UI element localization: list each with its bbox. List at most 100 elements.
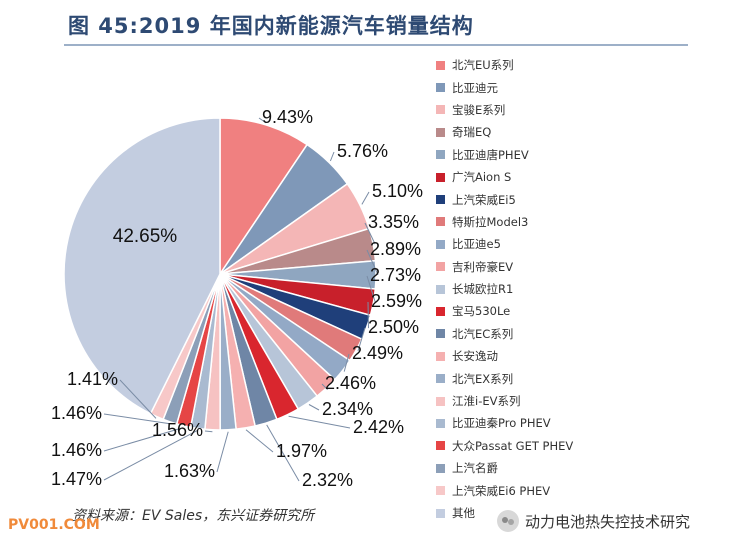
legend-item: 江淮i-EV系列 — [436, 390, 706, 412]
legend-swatch — [436, 105, 445, 115]
legend-item: 其他 — [436, 502, 706, 524]
wechat-icon — [497, 510, 519, 532]
legend-label: 上汽荣威Ei6 PHEV — [452, 483, 551, 498]
legend-item: 奇瑞EQ — [436, 121, 706, 143]
leader-line — [329, 151, 335, 162]
data-label: 1.47% — [51, 469, 102, 489]
legend-label: 宝骏E系列 — [452, 102, 506, 117]
legend-item: 比亚迪e5 — [436, 233, 706, 255]
legend-swatch — [436, 172, 445, 182]
data-label: 2.46% — [325, 373, 376, 393]
legend-label: 上汽名爵 — [452, 461, 498, 476]
data-labels: 9.43% 5.76% 5.10% 3.35% 2.89% 2.73% 2.59% 2.50%… — [51, 107, 423, 490]
legend-swatch — [436, 508, 445, 518]
legend-swatch — [436, 239, 445, 249]
leader-lines — [103, 117, 379, 482]
data-label: 2.32% — [302, 470, 353, 490]
legend-label: 上汽荣威Ei5 — [452, 192, 516, 207]
legend-swatch — [436, 195, 445, 205]
legend-item: 特斯拉Model3 — [436, 211, 706, 233]
legend-item: 比亚迪秦Pro PHEV — [436, 412, 706, 434]
leader-line — [245, 429, 274, 453]
legend-item: 宝马530Le — [436, 300, 706, 322]
data-label: 2.73% — [370, 265, 421, 285]
data-label: 1.41% — [67, 369, 118, 389]
legend-swatch — [436, 441, 445, 451]
legend-item: 上汽荣威Ei5 — [436, 188, 706, 210]
legend-item: 比亚迪唐PHEV — [436, 144, 706, 166]
legend-item: 宝骏E系列 — [436, 99, 706, 121]
legend-swatch — [436, 306, 445, 316]
legend-swatch — [436, 217, 445, 227]
leader-line — [266, 424, 300, 482]
data-label: 1.46% — [51, 440, 102, 460]
watermark-right: 动力电池热失控技术研究 — [497, 510, 690, 532]
leader-line — [366, 275, 376, 303]
legend-label: 吉利帝豪EV — [452, 259, 514, 274]
leader-line — [357, 327, 366, 352]
leader-line — [308, 404, 320, 411]
legend-swatch — [436, 396, 445, 406]
watermark-right-text: 动力电池热失控技术研究 — [525, 512, 691, 531]
legend-item: 大众Passat GET PHEV — [436, 435, 706, 457]
leader-line — [361, 191, 370, 205]
legend-label: 江淮i-EV系列 — [452, 394, 521, 409]
legend-label: 北汽EU系列 — [452, 58, 514, 73]
legend-swatch — [436, 463, 445, 473]
leader-line — [204, 430, 213, 433]
data-label: 2.89% — [370, 239, 421, 259]
legend-label: 宝马530Le — [452, 304, 511, 319]
leader-line — [366, 249, 379, 276]
watermark-left: PV001.COM — [8, 517, 100, 533]
data-label: 5.10% — [372, 181, 423, 201]
legend-swatch — [436, 60, 445, 70]
leader-line — [367, 301, 369, 329]
legend-swatch — [436, 284, 445, 294]
pie-slices — [63, 117, 377, 431]
legend-item: 北汽EX系列 — [436, 367, 706, 389]
data-label: 1.56% — [152, 420, 203, 440]
legend-item: 吉利帝豪EV — [436, 256, 706, 278]
leader-line — [258, 117, 267, 124]
data-label: 1.97% — [276, 441, 327, 461]
legend-label: 比亚迪元 — [452, 80, 498, 95]
legend-label: 北汽EC系列 — [452, 326, 514, 341]
leader-line — [103, 429, 198, 481]
legend-label: 比亚迪e5 — [452, 237, 501, 252]
data-label: 2.50% — [368, 317, 419, 337]
pie-chart: 9.43% 5.76% 5.10% 3.35% 2.89% 2.73% 2.59% 2.50%… — [51, 107, 423, 490]
data-label: 3.35% — [368, 212, 419, 232]
data-label: 42.65% — [113, 226, 178, 247]
title-divider — [64, 44, 688, 46]
legend-swatch — [436, 262, 445, 272]
legend-item: 比亚迪元 — [436, 76, 706, 98]
data-label: 2.34% — [322, 399, 373, 419]
legend-label: 奇瑞EQ — [452, 125, 492, 140]
legend-swatch — [436, 374, 445, 384]
legend-item: 上汽荣威Ei6 PHEV — [436, 479, 706, 501]
leader-line — [364, 222, 376, 245]
legend-item: 广汽Aion S — [436, 166, 706, 188]
leader-line — [216, 431, 229, 473]
legend-swatch — [436, 83, 445, 93]
leader-line — [288, 415, 351, 429]
legend-label: 长安逸动 — [452, 349, 498, 364]
pie-slice — [63, 117, 221, 415]
legend-item: 北汽EC系列 — [436, 323, 706, 345]
legend-swatch — [436, 486, 445, 496]
leader-line — [103, 413, 170, 425]
legend-swatch — [436, 418, 445, 428]
source-note: 资料来源：EV Sales，东兴证券研究所 — [72, 508, 315, 524]
legend-label: 大众Passat GET PHEV — [452, 438, 574, 453]
legend-swatch — [436, 150, 445, 160]
legend-item: 长安逸动 — [436, 345, 706, 367]
legend: 北汽EU系列 比亚迪元宝骏E系列奇瑞EQ 比亚迪唐PHEV 广汽Aion S 上汽荣威E… — [436, 54, 706, 524]
legend-swatch — [436, 329, 445, 339]
legend-label: 北汽EX系列 — [452, 371, 514, 386]
legend-item: 长城欧拉R1 — [436, 278, 706, 300]
legend-item: 上汽名爵 — [436, 457, 706, 479]
chart-title: 图 45:2019 年国内新能源汽车销量结构 — [68, 14, 474, 38]
leader-line — [321, 383, 328, 391]
data-label: 9.43% — [262, 107, 313, 127]
data-label: 2.49% — [352, 343, 403, 363]
